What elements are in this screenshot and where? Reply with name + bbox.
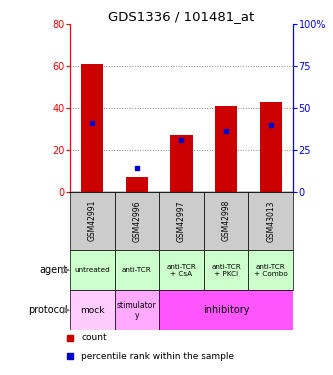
- Text: mock: mock: [80, 306, 105, 315]
- Bar: [204, 192, 248, 250]
- Text: GSM42991: GSM42991: [88, 200, 97, 242]
- Bar: [126, 177, 148, 192]
- Text: percentile rank within the sample: percentile rank within the sample: [81, 352, 234, 361]
- Bar: [115, 290, 159, 330]
- Bar: [70, 250, 115, 290]
- Bar: [248, 192, 293, 250]
- Text: anti-TCR
+ CsA: anti-TCR + CsA: [166, 264, 196, 277]
- Text: stimulator
y: stimulator y: [117, 300, 157, 320]
- Text: GSM43013: GSM43013: [266, 200, 275, 242]
- Bar: [248, 250, 293, 290]
- Bar: [81, 64, 103, 192]
- Title: GDS1336 / 101481_at: GDS1336 / 101481_at: [108, 10, 255, 23]
- Bar: [70, 192, 115, 250]
- Text: agent: agent: [39, 265, 68, 275]
- Text: protocol: protocol: [28, 305, 68, 315]
- Text: GSM42997: GSM42997: [177, 200, 186, 242]
- Bar: [159, 250, 204, 290]
- Bar: [115, 192, 159, 250]
- Text: untreated: untreated: [74, 267, 110, 273]
- Text: inhibitory: inhibitory: [203, 305, 249, 315]
- Bar: [70, 290, 115, 330]
- Bar: [260, 102, 282, 192]
- Bar: [204, 250, 248, 290]
- Bar: [159, 192, 204, 250]
- Bar: [159, 290, 293, 330]
- Text: anti-TCR: anti-TCR: [122, 267, 152, 273]
- Text: anti-TCR
+ Combo: anti-TCR + Combo: [254, 264, 288, 277]
- Text: GSM42996: GSM42996: [132, 200, 142, 242]
- Bar: [215, 106, 237, 192]
- Bar: [115, 250, 159, 290]
- Text: GSM42998: GSM42998: [221, 200, 231, 242]
- Text: anti-TCR
+ PKCi: anti-TCR + PKCi: [211, 264, 241, 277]
- Bar: [170, 135, 192, 192]
- Text: count: count: [81, 333, 107, 342]
